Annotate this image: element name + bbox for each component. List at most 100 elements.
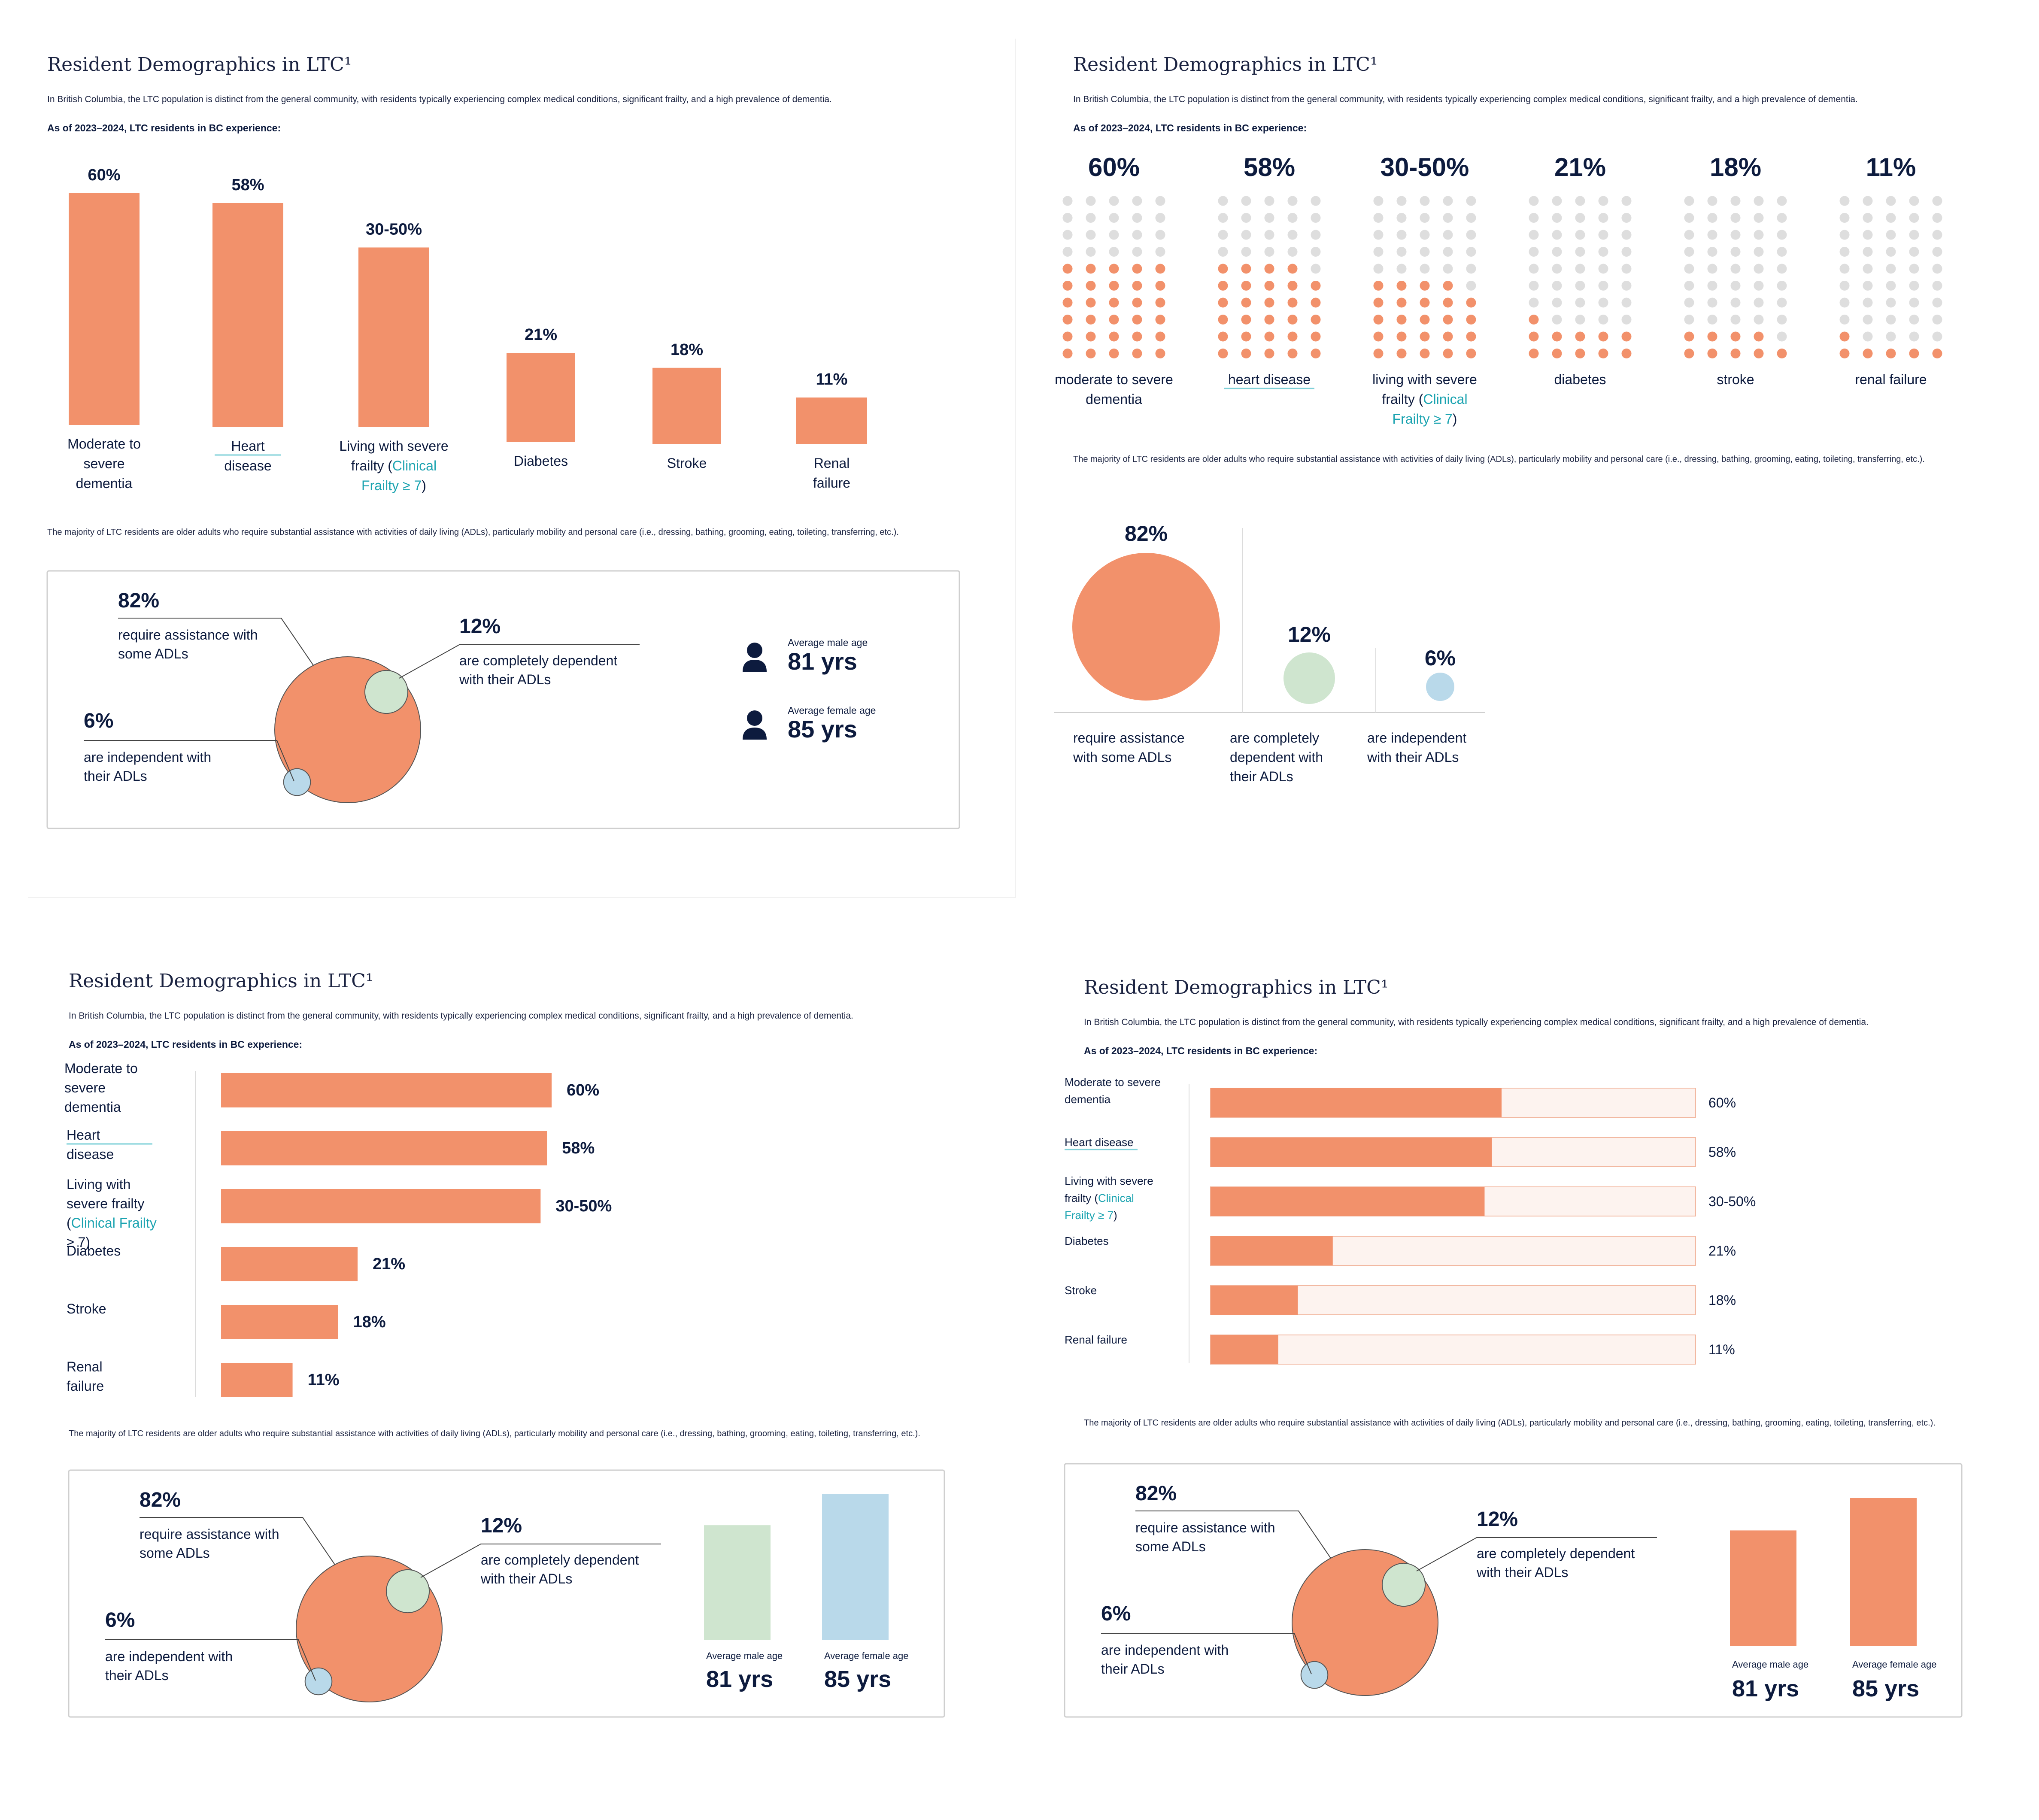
waffle-dot (1264, 247, 1274, 257)
bar-data-label: 11% (1708, 1342, 1735, 1357)
waffle-dot (1575, 213, 1585, 223)
bar (1211, 1286, 1298, 1315)
adl-label: their ADLs (1230, 769, 1293, 784)
waffle-dot (1730, 297, 1741, 308)
waffle-dot (1932, 281, 1942, 291)
waffle-dot (1932, 297, 1942, 308)
waffle-dot (1218, 331, 1228, 342)
waffle-dot (1373, 247, 1384, 257)
waffle-dot (1396, 230, 1407, 240)
waffle-dot (1754, 230, 1764, 240)
waffle-dot (1707, 213, 1717, 223)
waffle-dot (1311, 315, 1321, 325)
waffle-dot (1909, 196, 1919, 206)
adl-label: are completely (1230, 730, 1319, 746)
waffle-dot (1443, 264, 1453, 274)
age-label: Average female age (1852, 1659, 1937, 1670)
frailty-link: Clinical Frailty (71, 1215, 157, 1231)
waffle-dot (1707, 297, 1717, 308)
adl-box (1064, 1463, 1963, 1718)
waffle-dot (1684, 297, 1694, 308)
person-body (743, 728, 767, 740)
adl-pct-dependent: 12% (1288, 622, 1331, 646)
label-text: ) (1453, 411, 1457, 427)
waffle-dot (1311, 281, 1321, 291)
condition-label: Heart disease (1065, 1136, 1133, 1149)
waffle-dot (1598, 264, 1608, 274)
waffle-dot (1466, 196, 1476, 206)
waffle-dot (1109, 264, 1119, 274)
condition-label-line: Living with severe (1065, 1174, 1153, 1187)
waffle-dot (1109, 213, 1119, 223)
waffle-dot (1863, 281, 1873, 291)
condition-label-line: Frailty ≥ 7) (1065, 1209, 1117, 1222)
waffle-dot (1598, 315, 1608, 325)
frailty-link: Frailty ≥ 7 (1065, 1209, 1114, 1222)
waffle-dot (1529, 281, 1539, 291)
condition-label-line: Diabetes (1065, 1235, 1109, 1247)
bar-data-label: 58% (1708, 1144, 1736, 1160)
bar (358, 247, 429, 427)
condition-label: Living with severe frailty (Clinical Frail… (67, 1177, 157, 1250)
waffle-dot (1754, 213, 1764, 223)
waffle-dot (1132, 196, 1142, 206)
waffle-dot (1264, 213, 1274, 223)
waffle-dot (1264, 196, 1274, 206)
waffle-dot (1155, 247, 1165, 257)
waffle-dot (1886, 281, 1896, 291)
waffle-dot (1086, 264, 1096, 274)
waffle-dot (1311, 247, 1321, 257)
waffle-dot (1155, 213, 1165, 223)
waffle-dot (1155, 281, 1165, 291)
condition-label-line: heart disease (1228, 372, 1311, 387)
waffle-dot (1155, 264, 1165, 274)
bar-data-label: 21% (525, 326, 557, 344)
adl-label-independent: are independent with (1101, 1642, 1229, 1658)
waffle-dot (1062, 230, 1073, 240)
age-label: Average female age (788, 705, 876, 716)
waffle-dot (1466, 281, 1476, 291)
waffle-dot (1420, 297, 1430, 308)
waffle-dot (1086, 315, 1096, 325)
waffle-dot (1396, 331, 1407, 342)
waffle-dot (1886, 315, 1896, 325)
waffle-dot (1839, 331, 1850, 342)
condition-label-line: living with severe (1372, 372, 1477, 387)
as-of-heading: As of 2023–2024, LTC residents in BC exp… (1073, 122, 1307, 133)
condition-label: Moderate to severe dementia (1065, 1076, 1161, 1106)
waffle-dot (1466, 315, 1476, 325)
condition-label-line: Frailty ≥ 7) (361, 478, 426, 493)
age-value: 85 yrs (1852, 1676, 1919, 1702)
waffle-dot (1443, 196, 1453, 206)
page-title: Resident Demographics in LTC¹ (47, 54, 352, 76)
callout-line (105, 1639, 316, 1681)
age-label: Average male age (1732, 1659, 1808, 1670)
waffle-dot (1754, 281, 1764, 291)
waffle-dot (1109, 230, 1119, 240)
adl-label-dependent: with their ADLs (480, 1571, 572, 1586)
waffle-dot (1373, 196, 1384, 206)
age-value: 81 yrs (788, 648, 857, 675)
condition-label: heart disease (1228, 372, 1311, 387)
adl-circle-dependent (1381, 1562, 1426, 1607)
person-head (747, 643, 762, 658)
waffle-dot (1839, 196, 1850, 206)
adl-pct-dependent: 12% (1477, 1508, 1518, 1531)
waffle-dot (1575, 247, 1585, 257)
waffle-dot (1932, 247, 1942, 257)
intro-text: In British Columbia, the LTC population … (1073, 94, 1858, 104)
waffle-dot (1529, 349, 1539, 358)
bar-data-label: 11% (816, 370, 848, 388)
age-bar (1850, 1498, 1917, 1646)
age-value: 81 yrs (1732, 1676, 1799, 1702)
adl-label-dependent: are completely dependent (459, 653, 617, 668)
waffle-dot (1109, 331, 1119, 342)
condition-label-line: Moderate to severe (1065, 1076, 1161, 1089)
age-label: Average female age (824, 1650, 909, 1661)
condition-label: Heart disease (67, 1127, 114, 1162)
adl-pct-assist: 82% (1125, 522, 1168, 546)
bar-data-label: 60% (567, 1081, 599, 1099)
waffle-dot (1264, 331, 1274, 342)
waffle-dot (1466, 264, 1476, 274)
waffle-dot (1863, 230, 1873, 240)
